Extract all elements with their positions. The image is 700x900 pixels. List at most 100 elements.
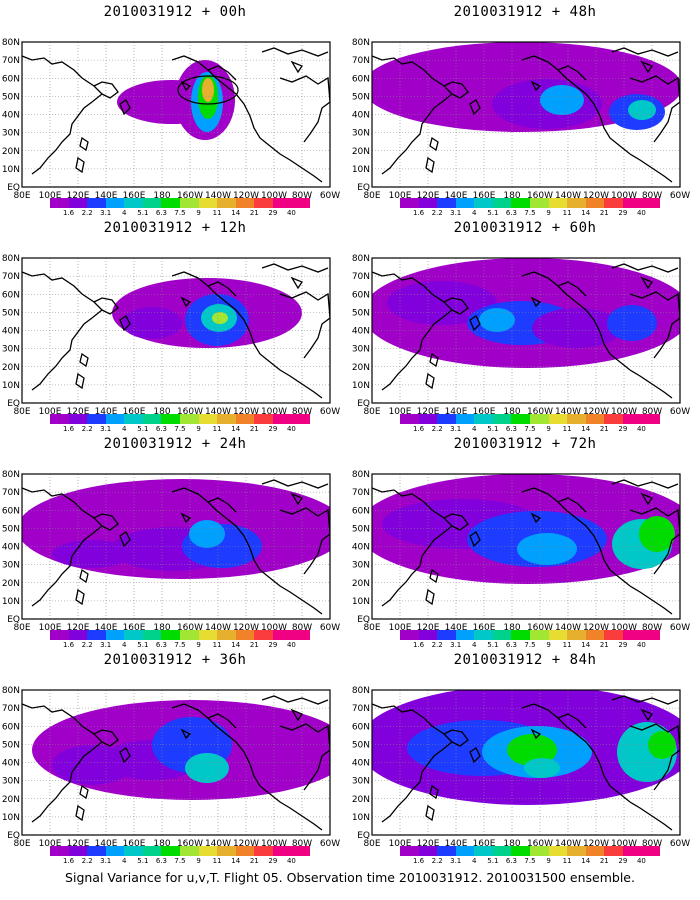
latitude-label: 50N <box>2 524 20 534</box>
colorbar-label: 21 <box>249 425 259 433</box>
colorbar-label: 9 <box>196 641 201 649</box>
latitude-label: EQ <box>7 615 20 625</box>
colorbar-swatch <box>105 846 125 856</box>
longitude-label: 80E <box>13 623 30 633</box>
longitude-label: 80W <box>292 191 312 201</box>
colorbar-label: 40 <box>286 209 296 217</box>
longitude-label: 120E <box>67 839 90 849</box>
longitude-label: 60W <box>670 191 690 201</box>
latitude-label: 20N <box>352 147 370 157</box>
colorbar-label: 2.2 <box>431 425 443 433</box>
colorbar-swatch <box>437 414 456 424</box>
longitude-label: 140E <box>95 839 118 849</box>
longitude-label: 80E <box>13 839 30 849</box>
colorbar-label: 9 <box>546 425 551 433</box>
longitude-label: 140W <box>555 407 581 417</box>
longitude-label: 60W <box>320 407 340 417</box>
colorbar-label: 3.1 <box>100 857 112 865</box>
colorbar-swatch <box>235 198 255 208</box>
latitude-label: 60N <box>2 722 20 732</box>
latitude-label: 80N <box>2 686 20 696</box>
colorbar-swatch <box>235 630 255 640</box>
longitude-label: 180 <box>503 623 520 633</box>
longitude-label: 160W <box>527 407 553 417</box>
longitude-label: 120W <box>233 623 259 633</box>
colorbar-swatch <box>418 630 438 640</box>
colorbar-label: 5.1 <box>137 209 149 217</box>
colorbar-swatch <box>511 414 531 424</box>
longitude-label: 80E <box>363 191 380 201</box>
longitude-label: 140W <box>205 191 231 201</box>
variance-field <box>372 42 680 132</box>
map-panel: 2010031912 + 12h EQ 10N 20N 30N 40N 50N 60N 70N 8… <box>0 216 350 438</box>
longitude-label: 140E <box>95 191 118 201</box>
colorbar-swatch <box>567 198 586 208</box>
colorbar-label: 7.5 <box>524 641 536 649</box>
colorbar-swatch <box>400 414 419 424</box>
longitude-label: 140W <box>555 191 581 201</box>
colorbar-label: 2.2 <box>81 425 93 433</box>
colorbar-swatch <box>105 198 125 208</box>
colorbar-swatch <box>511 630 531 640</box>
colorbar-swatch <box>161 846 181 856</box>
longitude-label: 160E <box>123 407 146 417</box>
longitude-label: 100W <box>611 407 637 417</box>
colorbar-swatch <box>585 198 605 208</box>
longitude-label: 80E <box>13 191 30 201</box>
variance-contour <box>372 62 492 102</box>
colorbar-label: 6.3 <box>155 641 167 649</box>
map-panel: 2010031912 + 36h EQ 10N 20N 30N 40N 50N 60N 70N 8… <box>0 648 350 870</box>
coastlines <box>372 47 680 183</box>
colorbar-swatch <box>50 630 69 640</box>
colorbar-swatch <box>400 198 419 208</box>
latitude-label: 10N <box>2 597 20 607</box>
colorbar-label: 9 <box>196 857 201 865</box>
panel-title: 2010031912 + 60h <box>453 220 597 236</box>
colorbar-swatch <box>455 846 475 856</box>
colorbar-label: 1.6 <box>62 641 75 649</box>
latitude-label: 50N <box>2 740 20 750</box>
colorbar-swatch <box>548 630 568 640</box>
colorbar-swatch <box>492 198 512 208</box>
map-panel: 2010031912 + 72h EQ 10N 20N 30N 40N 50N 60N 70N 8… <box>350 432 700 654</box>
variance-field <box>112 278 302 348</box>
colorbar-label: 21 <box>249 209 259 217</box>
longitude-label: 180 <box>153 623 170 633</box>
colorbar-swatch <box>548 846 568 856</box>
variance-field <box>22 479 330 579</box>
longitude-label: 140E <box>445 839 468 849</box>
latitude-label: 70N <box>352 704 370 714</box>
colorbar-swatch <box>474 846 493 856</box>
map-plot: EQ 10N 20N 30N 40N 50N 60N 70N 80N 80E 100E 120E 140… <box>2 686 340 849</box>
variance-field <box>32 700 330 800</box>
map-plot: EQ 10N 20N 30N 40N 50N 60N 70N 80N 80E 100E 120E 140… <box>352 38 690 201</box>
coastlines <box>22 47 330 183</box>
longitude-label: 140E <box>95 623 118 633</box>
latitude-label: 70N <box>352 272 370 282</box>
colorbar-label: 29 <box>268 425 278 433</box>
latitude-label: 10N <box>352 381 370 391</box>
latitude-label: 50N <box>352 92 370 102</box>
longitude-label: 100W <box>261 407 287 417</box>
latitude-label: 10N <box>2 165 20 175</box>
longitude-label: 140E <box>445 623 468 633</box>
colorbar-label: 5.1 <box>487 641 499 649</box>
latitude-label: 80N <box>352 686 370 696</box>
colorbar-label: 4 <box>122 857 127 865</box>
coastlines <box>22 263 330 399</box>
longitude-label: 100W <box>611 839 637 849</box>
colorbar-label: 14 <box>231 209 241 217</box>
colorbar-label: 14 <box>231 641 241 649</box>
panel-title: 2010031912 + 72h <box>453 436 597 452</box>
colorbar-label: 40 <box>286 641 296 649</box>
colorbar-swatch <box>511 846 531 856</box>
colorbar-swatch <box>418 846 438 856</box>
variance-contour <box>479 308 515 332</box>
coastlines <box>372 263 680 399</box>
colorbar-swatch <box>400 630 419 640</box>
colorbar-label: 4 <box>472 857 477 865</box>
colorbar-swatch <box>272 198 292 208</box>
panel-title: 2010031912 + 00h <box>103 4 247 20</box>
colorbar-label: 40 <box>636 641 646 649</box>
colorbar-swatch <box>585 846 605 856</box>
